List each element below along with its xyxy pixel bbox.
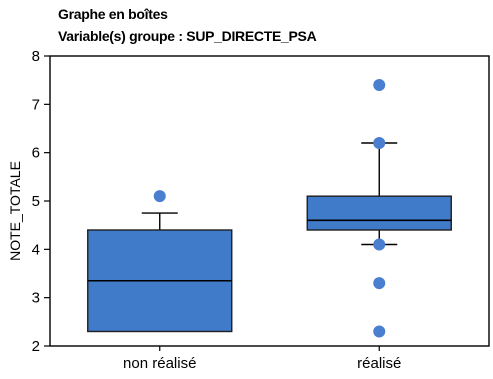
chart-subtitle: Variable(s) groupe : SUP_DIRECTE_PSA: [58, 28, 317, 44]
y-tick-label: 3: [32, 290, 40, 307]
y-axis-label: NOTE_TOTALE: [7, 161, 23, 261]
y-tick-label: 8: [32, 48, 40, 65]
outlier-point: [373, 325, 386, 338]
y-tick-label: 4: [32, 241, 40, 258]
outlier-point: [373, 277, 386, 290]
outlier-point: [373, 79, 386, 91]
y-tick-label: 5: [32, 193, 40, 210]
outlier-point: [153, 190, 166, 203]
chart-title: Graphe en boîtes: [58, 6, 168, 22]
outlier-point: [373, 137, 386, 149]
box-iqr: [306, 195, 452, 231]
y-tick-label: 6: [32, 145, 40, 162]
outlier-point: [373, 238, 386, 251]
y-tick-label: 2: [32, 338, 40, 355]
x-tick-label: réalisé: [357, 355, 401, 372]
x-tick-label: non réalisé: [123, 355, 196, 372]
y-tick-label: 7: [32, 96, 40, 113]
